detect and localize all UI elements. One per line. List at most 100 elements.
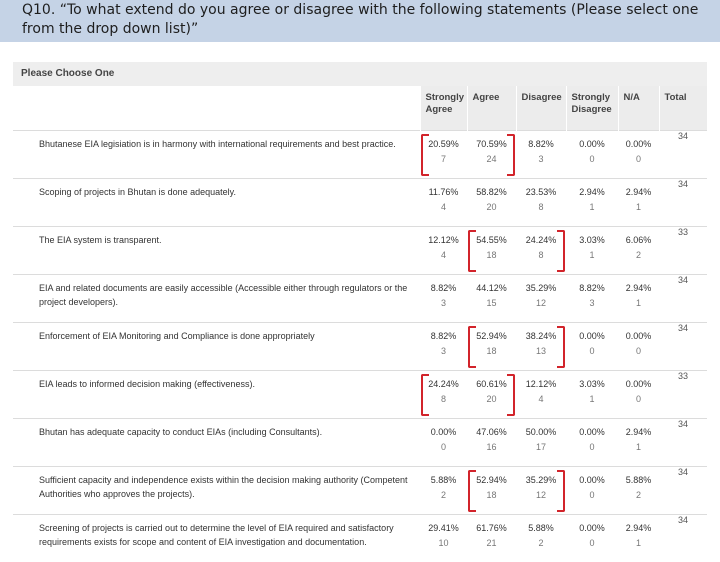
response-cell-na: 2.94%1 <box>618 179 659 227</box>
percentage-value: 0.00% <box>566 473 618 488</box>
percentage-value: 0.00% <box>618 137 659 152</box>
response-cell-strongly-agree: 11.76%4 <box>420 179 467 227</box>
percentage-value: 0.00% <box>566 137 618 152</box>
percentage-value: 2.94% <box>618 521 659 536</box>
highlight-bracket-left <box>468 230 476 272</box>
response-cell-strongly-disagree: 8.82%3 <box>566 275 618 323</box>
percentage-value: 3.03% <box>566 233 618 248</box>
percentage-value: 0.00% <box>618 329 659 344</box>
count-value: 17 <box>516 440 566 455</box>
highlight-bracket-right <box>507 374 515 416</box>
statement-text: Bhutan has adequate capacity to conduct … <box>13 419 420 467</box>
column-header-agree: Agree <box>467 86 516 131</box>
total-value: 34 <box>659 131 707 179</box>
highlight-bracket-left <box>421 374 429 416</box>
count-value: 10 <box>420 536 467 551</box>
count-value: 21 <box>467 536 516 551</box>
percentage-value: 12.12% <box>516 377 566 392</box>
percentage-value: 2.94% <box>566 185 618 200</box>
response-cell-strongly-agree: 0.00%0 <box>420 419 467 467</box>
count-value: 0 <box>618 392 659 407</box>
table-row: Scoping of projects in Bhutan is done ad… <box>13 179 707 227</box>
response-cell-disagree: 8.82%3 <box>516 131 566 179</box>
count-value: 2 <box>618 248 659 263</box>
response-cell-na: 5.88%2 <box>618 467 659 515</box>
count-value: 1 <box>618 296 659 311</box>
response-cell-na: 0.00%0 <box>618 371 659 419</box>
percentage-value: 8.82% <box>516 137 566 152</box>
count-value: 4 <box>420 248 467 263</box>
percentage-value: 0.00% <box>420 425 467 440</box>
count-value: 1 <box>566 248 618 263</box>
response-cell-agree: 44.12%15 <box>467 275 516 323</box>
response-cell-strongly-disagree: 0.00%0 <box>566 515 618 562</box>
highlight-bracket-left <box>468 326 476 368</box>
count-value: 1 <box>618 440 659 455</box>
percentage-value: 47.06% <box>467 425 516 440</box>
count-value: 3 <box>420 296 467 311</box>
count-value: 0 <box>566 440 618 455</box>
total-value: 34 <box>659 323 707 371</box>
response-cell-agree: 61.76%21 <box>467 515 516 562</box>
statement-column-header <box>13 86 420 131</box>
percentage-value: 0.00% <box>566 521 618 536</box>
count-value: 4 <box>516 392 566 407</box>
total-value: 34 <box>659 515 707 562</box>
response-cell-disagree: 5.88%2 <box>516 515 566 562</box>
response-cell-na: 6.06%2 <box>618 227 659 275</box>
percentage-value: 29.41% <box>420 521 467 536</box>
count-value: 0 <box>566 536 618 551</box>
count-value: 3 <box>516 152 566 167</box>
response-cell-strongly-agree: 8.82%3 <box>420 275 467 323</box>
percentage-value: 5.88% <box>618 473 659 488</box>
count-value: 2 <box>516 536 566 551</box>
count-value: 1 <box>618 200 659 215</box>
percentage-value: 5.88% <box>516 521 566 536</box>
statement-text: EIA and related documents are easily acc… <box>13 275 420 323</box>
percentage-value: 0.00% <box>618 377 659 392</box>
table-row: Bhutan has adequate capacity to conduct … <box>13 419 707 467</box>
count-value: 1 <box>566 200 618 215</box>
response-cell-strongly-agree: 5.88%2 <box>420 467 467 515</box>
response-cell-disagree: 50.00%17 <box>516 419 566 467</box>
response-cell-na: 2.94%1 <box>618 275 659 323</box>
highlight-bracket-left <box>468 470 476 512</box>
column-header-na: N/A <box>618 86 659 131</box>
response-cell-na: 0.00%0 <box>618 131 659 179</box>
percentage-value: 12.12% <box>420 233 467 248</box>
percentage-value: 2.94% <box>618 425 659 440</box>
total-value: 34 <box>659 419 707 467</box>
percentage-value: 8.82% <box>420 329 467 344</box>
total-value: 34 <box>659 467 707 515</box>
statement-text: Screening of projects is carried out to … <box>13 515 420 562</box>
table-row: Bhutanese EIA legisiation is in harmony … <box>13 131 707 179</box>
column-header-total: Total <box>659 86 707 131</box>
percentage-value: 8.82% <box>420 281 467 296</box>
highlight-bracket-right <box>507 134 515 176</box>
percentage-value: 61.76% <box>467 521 516 536</box>
total-value: 34 <box>659 179 707 227</box>
count-value: 0 <box>618 344 659 359</box>
response-cell-strongly-disagree: 3.03%1 <box>566 371 618 419</box>
column-header-strongly-disagree: Strongly Disagree <box>566 86 618 131</box>
percentage-value: 3.03% <box>566 377 618 392</box>
response-cell-strongly-disagree: 0.00%0 <box>566 323 618 371</box>
table-row: Sufficient capacity and independence exi… <box>13 467 707 515</box>
count-value: 3 <box>420 344 467 359</box>
count-value: 20 <box>467 200 516 215</box>
response-cell-agree: 47.06%16 <box>467 419 516 467</box>
count-value: 1 <box>566 392 618 407</box>
percentage-value: 11.76% <box>420 185 467 200</box>
table-header-row: Strongly Agree Agree Disagree Strongly D… <box>13 86 707 131</box>
statement-text: Enforcement of EIA Monitoring and Compli… <box>13 323 420 371</box>
response-cell-na: 2.94%1 <box>618 515 659 562</box>
percentage-value: 58.82% <box>467 185 516 200</box>
table-row: EIA leads to informed decision making (e… <box>13 371 707 419</box>
statement-text: EIA leads to informed decision making (e… <box>13 371 420 419</box>
response-cell-disagree: 35.29%12 <box>516 275 566 323</box>
statement-text: Sufficient capacity and independence exi… <box>13 467 420 515</box>
response-cell-na: 0.00%0 <box>618 323 659 371</box>
panel-title: Please Choose One <box>21 68 114 79</box>
response-cell-strongly-disagree: 0.00%0 <box>566 131 618 179</box>
